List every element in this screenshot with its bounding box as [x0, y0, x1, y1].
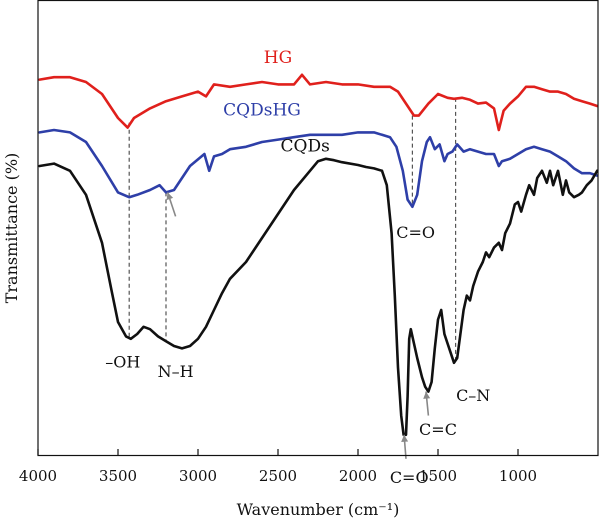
- x-tick-label: 1500: [419, 467, 457, 485]
- arrow-head: [423, 391, 431, 399]
- peak-annotation: N–H: [158, 362, 194, 381]
- x-ticks-layer: 4000 3500 3000 2500 2000 1500 1000: [19, 449, 537, 485]
- series-label: HG: [264, 48, 292, 68]
- plot-frame: [37, 0, 599, 457]
- peak-annotation: C=O: [390, 468, 429, 487]
- x-tick-label: 3500: [99, 467, 137, 485]
- annotations-layer: –OH N–H C=O C–N C=C C=O: [105, 223, 490, 487]
- x-tick-label: 2500: [259, 467, 297, 485]
- series-labels-layer: HG CQDsHG CQDs: [223, 48, 330, 157]
- arrows-layer: [166, 192, 431, 459]
- arrow-head: [166, 192, 174, 201]
- x-tick-label: 1000: [499, 467, 537, 485]
- guide-lines-layer: [128, 97, 457, 361]
- series-line-hg: [38, 73, 599, 132]
- peak-annotation: C–N: [456, 386, 490, 405]
- x-tick-label: 2000: [339, 467, 377, 485]
- x-tick-label: 3000: [179, 467, 217, 485]
- peak-annotation: C=C: [419, 420, 457, 439]
- series-line-cqdshg: [38, 128, 599, 209]
- x-axis-title: Wavenumber (cm⁻¹): [237, 500, 400, 519]
- arrow-head: [401, 434, 409, 443]
- peak-annotation: –OH: [105, 353, 140, 372]
- x-tick-label: 4000: [19, 467, 57, 485]
- y-axis-title: Transmittance (%): [2, 153, 21, 304]
- peak-annotation: C=O: [396, 223, 435, 242]
- series-label: CQDs: [281, 137, 330, 157]
- series-layer: [38, 73, 599, 437]
- series-line-cqds: [38, 157, 599, 437]
- series-label: CQDsHG: [223, 101, 301, 121]
